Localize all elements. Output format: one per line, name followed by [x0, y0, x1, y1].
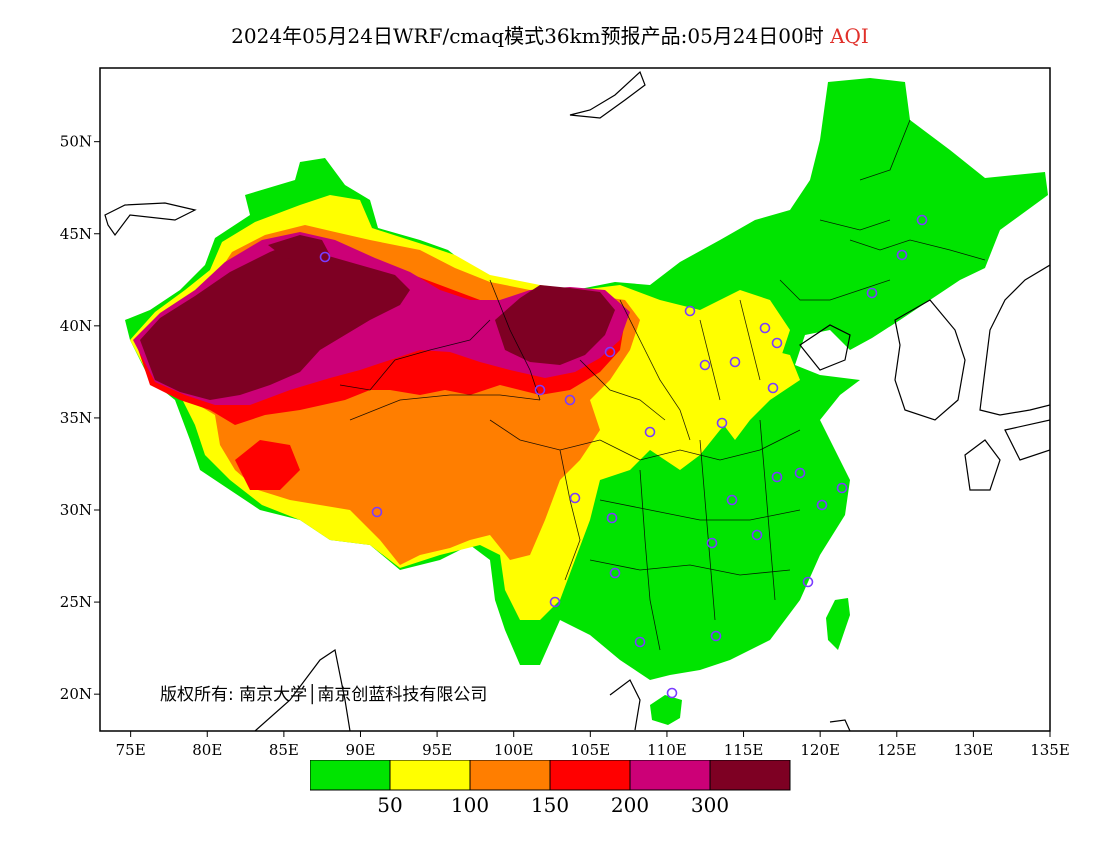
station-marker — [816, 499, 828, 511]
lon-tick-label: 85E — [269, 741, 299, 759]
station-marker — [549, 596, 561, 608]
station-marker — [794, 467, 806, 479]
station-marker — [684, 305, 696, 317]
lon-tick-label: 135E — [1030, 741, 1070, 759]
station-marker — [319, 251, 331, 263]
station-marker — [609, 567, 621, 579]
legend-color-box — [549, 760, 631, 791]
caspian-outline — [104, 202, 197, 237]
baikal-outline — [569, 70, 646, 119]
lon-tick-label: 125E — [877, 741, 917, 759]
korea-outline — [894, 299, 966, 421]
copyright-text: 版权所有: 南京大学│南京创蓝科技有限公司 — [160, 685, 488, 705]
coastlines — [104, 70, 1050, 731]
station-marker — [606, 512, 618, 524]
station-marker — [634, 636, 646, 648]
lat-tick-label: 35N — [60, 409, 92, 427]
legend-color-box — [469, 760, 551, 791]
lat-tick-label: 40N — [60, 317, 92, 335]
legend-label: 150 — [531, 793, 569, 817]
lon-tick-label: 75E — [116, 741, 146, 759]
aqi-field — [125, 78, 1048, 725]
lon-tick-label: 110E — [647, 741, 687, 759]
legend-label: 50 — [377, 793, 402, 817]
station-marker — [836, 482, 848, 494]
station-marker — [569, 492, 581, 504]
station-marker — [666, 687, 678, 699]
station-marker — [644, 426, 656, 438]
lon-tick-label: 120E — [800, 741, 840, 759]
station-marker — [604, 346, 616, 358]
station-marker — [706, 537, 718, 549]
legend-color-box — [629, 760, 711, 791]
station-marker — [716, 417, 728, 429]
lon-tick-label: 100E — [494, 741, 534, 759]
aqi-hazardous-badain-jaran — [495, 285, 615, 365]
aqi-hazardous-dzungaria — [268, 235, 330, 262]
taiwan-island — [826, 598, 850, 650]
lat-tick-label: 20N — [60, 685, 92, 703]
bohai-outline — [799, 324, 851, 371]
station-marker — [767, 382, 779, 394]
station-marker — [916, 214, 928, 226]
station-marker — [726, 494, 738, 506]
japan-outline — [979, 264, 1050, 416]
legend-color-box — [310, 760, 391, 791]
station-marker — [699, 359, 711, 371]
japan-islands-outline — [1004, 419, 1050, 461]
station-marker — [710, 630, 722, 642]
legend-label: 300 — [691, 793, 729, 817]
map-title: 2024年05月24日WRF/cmaq模式36km预报产品:05月24日00时 … — [0, 20, 1100, 49]
aqi-legend: 50 100 150 200 300 — [310, 760, 791, 817]
aqi-red-patch-tibet — [235, 440, 300, 490]
station-marker — [729, 356, 741, 368]
kyushu-outline — [964, 439, 1001, 491]
latitude-axis: 50N 45N 40N 35N 30N 25N 20N — [60, 133, 100, 703]
indochina-outline — [609, 679, 641, 731]
bay-of-bengal-outline — [254, 649, 351, 731]
lon-tick-label: 90E — [345, 741, 375, 759]
legend-color-box — [709, 760, 791, 791]
legend-label: 100 — [451, 793, 489, 817]
lon-tick-label: 95E — [422, 741, 452, 759]
province-borders — [339, 119, 986, 651]
lat-tick-label: 45N — [60, 225, 92, 243]
title-variable: AQI — [830, 24, 869, 48]
hainan-island — [650, 695, 682, 725]
lon-tick-label: 80E — [192, 741, 222, 759]
station-marker — [771, 471, 783, 483]
station-marker — [802, 576, 814, 588]
philippines-outline — [829, 719, 851, 731]
longitude-axis: 75E 80E 85E 90E 95E 100E 105E 110E 115E 120E 125E 1… — [116, 731, 1070, 759]
legend-color-box — [389, 760, 471, 791]
station-marker — [564, 394, 576, 406]
station-marker — [534, 384, 546, 396]
lon-tick-label: 105E — [571, 741, 611, 759]
map-frame — [99, 67, 1051, 732]
title-main: 2024年05月24日WRF/cmaq模式36km预报产品:05月24日00时 — [231, 24, 824, 48]
lon-tick-label: 130E — [954, 741, 994, 759]
lat-tick-label: 50N — [60, 133, 92, 151]
station-marker — [771, 337, 783, 349]
lat-tick-label: 30N — [60, 501, 92, 519]
aqi-yellow-east — [680, 320, 800, 440]
station-marker — [759, 322, 771, 334]
legend-label: 200 — [611, 793, 649, 817]
station-marker — [751, 529, 763, 541]
lon-tick-label: 115E — [724, 741, 764, 759]
aqi-hazardous-taklimakan — [140, 240, 410, 400]
station-marker — [371, 506, 383, 518]
station-marker — [866, 287, 878, 299]
station-marker — [896, 249, 908, 261]
lat-tick-label: 25N — [60, 593, 92, 611]
station-markers — [319, 214, 928, 699]
